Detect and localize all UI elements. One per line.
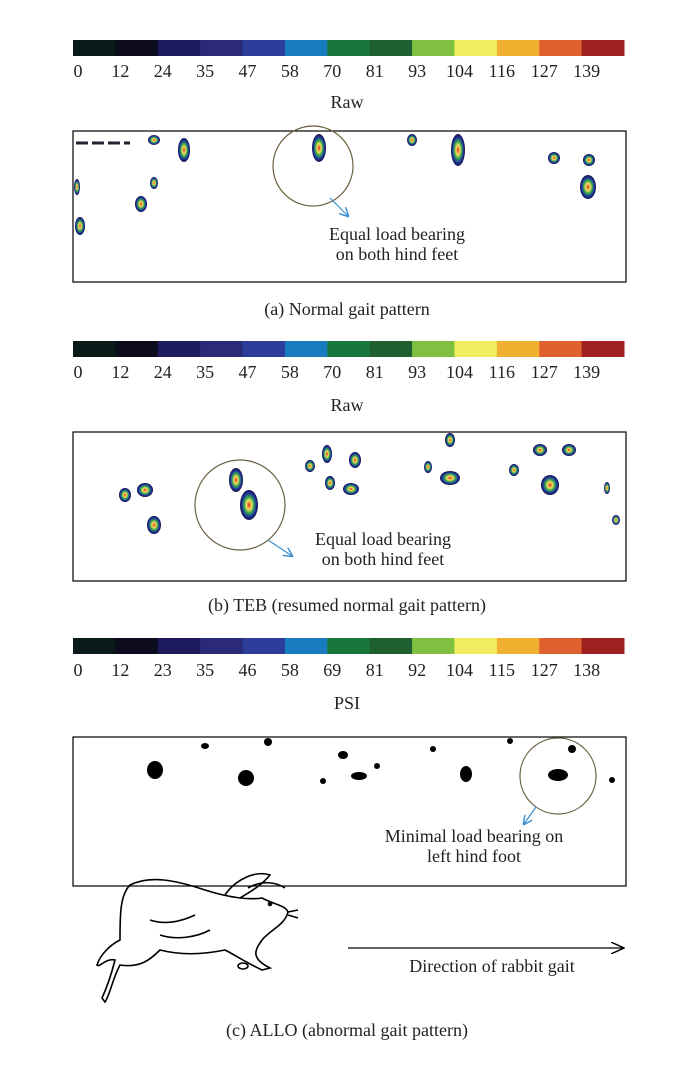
colorbar-label: 104 bbox=[446, 362, 473, 382]
colorbar-label: 127 bbox=[531, 660, 558, 680]
colorbar-label: 93 bbox=[408, 362, 426, 382]
annotation: left hind foot bbox=[427, 846, 521, 866]
scale-label: Raw bbox=[331, 92, 364, 112]
colorbar-label: 24 bbox=[154, 61, 172, 81]
colorbar-label: 12 bbox=[111, 660, 129, 680]
colorbar-label: 127 bbox=[531, 362, 558, 382]
colorbar-segment bbox=[284, 40, 328, 56]
colorbar-label: 138 bbox=[573, 660, 600, 680]
colorbar-label: 0 bbox=[74, 61, 83, 81]
colorbar-label: 58 bbox=[281, 660, 299, 680]
annotation: on both hind feet bbox=[336, 244, 458, 264]
colorbar-segment bbox=[581, 638, 625, 654]
colorbar-label: 139 bbox=[573, 61, 600, 81]
pressure-map-c bbox=[72, 736, 627, 887]
colorbar-segment bbox=[581, 341, 625, 357]
colorbar-segment bbox=[242, 40, 286, 56]
caption: (c) ALLO (abnormal gait pattern) bbox=[226, 1020, 468, 1041]
colorbar-label: 104 bbox=[446, 660, 473, 680]
colorbar-label: 92 bbox=[408, 660, 426, 680]
colorbar-label: 139 bbox=[573, 362, 600, 382]
annotation: Equal load bearing bbox=[329, 224, 465, 244]
colorbar-label: 58 bbox=[281, 362, 299, 382]
colorbar-segment bbox=[496, 341, 540, 357]
colorbar-segment bbox=[454, 40, 498, 56]
colorbar-segment bbox=[73, 638, 116, 654]
colorbar-segment bbox=[327, 341, 371, 357]
colorbar-label: 81 bbox=[366, 61, 384, 81]
annotation: Equal load bearing bbox=[315, 529, 451, 549]
colorbar-label: 35 bbox=[196, 362, 214, 382]
colorbar-segment bbox=[157, 40, 201, 56]
colorbar-label: 12 bbox=[111, 61, 129, 81]
colorbar-segment bbox=[115, 638, 159, 654]
caption: (a) Normal gait pattern bbox=[264, 299, 429, 320]
colorbar-label: 93 bbox=[408, 61, 426, 81]
colorbar-segment bbox=[539, 341, 583, 357]
colorbar-segment bbox=[412, 341, 455, 357]
colorbar-segment bbox=[284, 638, 328, 654]
colorbar-label: 24 bbox=[154, 362, 172, 382]
scale-label: PSI bbox=[334, 693, 360, 713]
colorbar-segment bbox=[200, 341, 244, 357]
colorbar-segment bbox=[412, 638, 455, 654]
colorbar-segment bbox=[115, 40, 159, 56]
colorbar-label: 127 bbox=[531, 61, 558, 81]
colorbar-segment bbox=[369, 638, 413, 654]
colorbar-segment bbox=[496, 40, 540, 56]
pressure-map-b bbox=[72, 431, 627, 582]
colorbar-label: 47 bbox=[239, 61, 257, 81]
colorbar-label: 70 bbox=[323, 362, 341, 382]
colorbar-label: 0 bbox=[74, 362, 83, 382]
colorbar-label: 104 bbox=[446, 61, 473, 81]
colorbar-segment bbox=[454, 638, 498, 654]
colorbar-label: 35 bbox=[196, 61, 214, 81]
colorbar-label: 116 bbox=[489, 61, 515, 81]
colorbar-label: 0 bbox=[74, 660, 83, 680]
colorbar-label: 12 bbox=[111, 362, 129, 382]
direction-label: Direction of rabbit gait bbox=[409, 956, 574, 976]
colorbar-segment bbox=[581, 40, 625, 56]
colorbar-segment bbox=[327, 40, 371, 56]
colorbar-label: 47 bbox=[239, 362, 257, 382]
colorbar-segment bbox=[412, 40, 455, 56]
colorbar-segment bbox=[539, 638, 583, 654]
colorbar-segment bbox=[284, 341, 328, 357]
colorbar-segment bbox=[242, 638, 286, 654]
colorbar-label: 35 bbox=[196, 660, 214, 680]
colorbar-label: 46 bbox=[239, 660, 257, 680]
colorbar-segment bbox=[539, 40, 583, 56]
colorbar-label: 58 bbox=[281, 61, 299, 81]
colorbar-segment bbox=[369, 341, 413, 357]
colorbar-segment bbox=[200, 638, 244, 654]
colorbar-label: 23 bbox=[154, 660, 172, 680]
colorbar-segment bbox=[73, 40, 116, 56]
colorbar-segment bbox=[115, 341, 159, 357]
colorbar-segment bbox=[369, 40, 413, 56]
pressure-map-a bbox=[72, 125, 627, 283]
annotation: on both hind feet bbox=[322, 549, 444, 569]
colorbar-label: 116 bbox=[489, 362, 515, 382]
colorbar-segment bbox=[454, 341, 498, 357]
colorbar-label: 81 bbox=[366, 660, 384, 680]
annotation: Minimal load bearing on bbox=[385, 826, 563, 846]
colorbar-label: 115 bbox=[489, 660, 515, 680]
colorbar-segment bbox=[157, 341, 201, 357]
colorbar-segment bbox=[327, 638, 371, 654]
colorbar-segment bbox=[496, 638, 540, 654]
colorbar-segment bbox=[242, 341, 286, 357]
scale-label: Raw bbox=[331, 395, 364, 415]
colorbar-label: 81 bbox=[366, 362, 384, 382]
colorbar-segment bbox=[200, 40, 244, 56]
colorbar-label: 70 bbox=[323, 61, 341, 81]
colorbar-segment bbox=[73, 341, 116, 357]
caption: (b) TEB (resumed normal gait pattern) bbox=[208, 595, 486, 616]
rabbit-drawing bbox=[96, 873, 299, 1004]
colorbar-label: 69 bbox=[323, 660, 341, 680]
colorbar-segment bbox=[157, 638, 201, 654]
